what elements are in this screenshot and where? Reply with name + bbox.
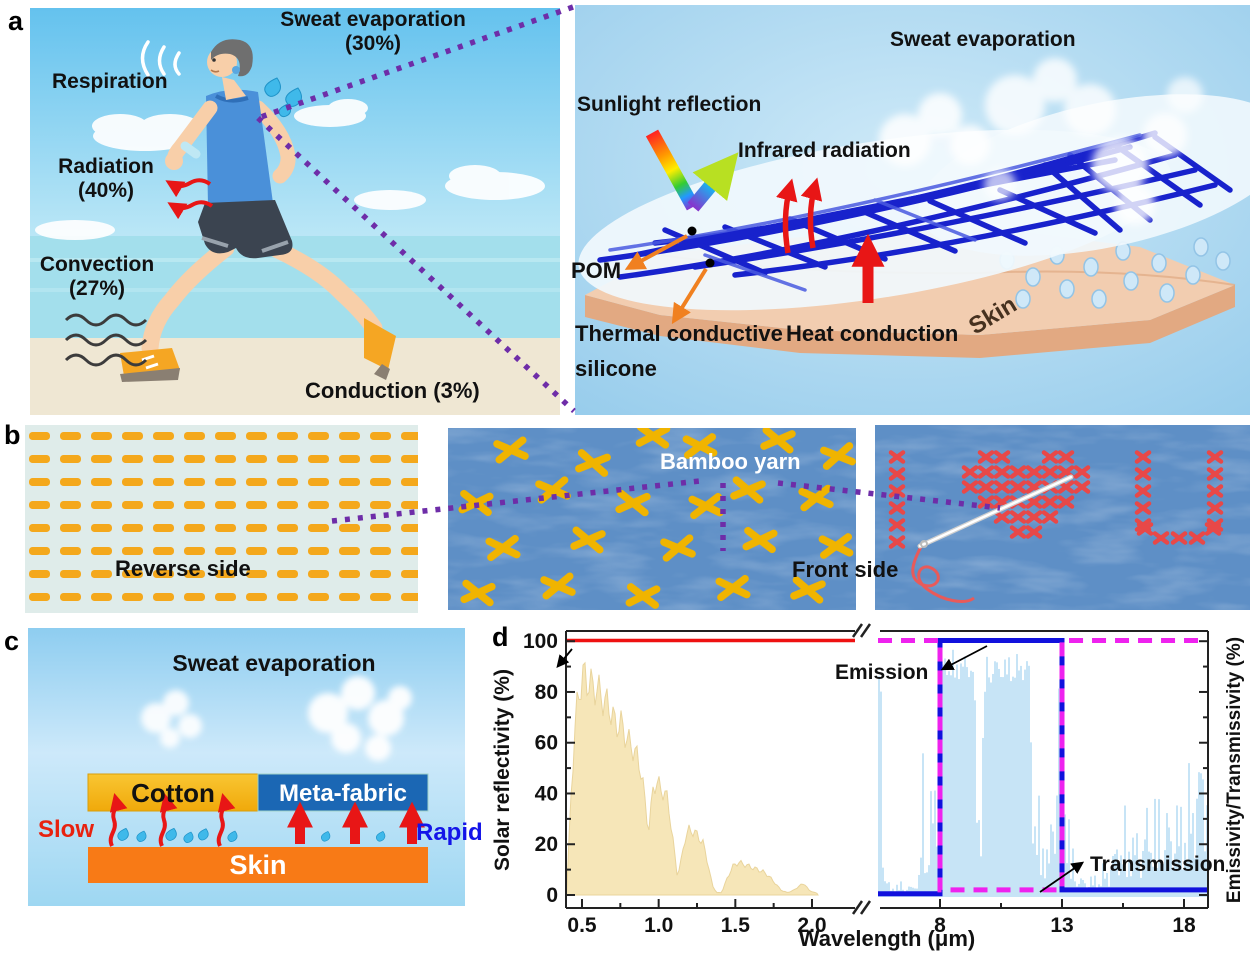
label-radiation: Radiation (40%) [58, 155, 154, 203]
panel-a-right-illustration: Skin [575, 5, 1250, 415]
label-meta-fabric: Meta-fabric [279, 780, 407, 807]
fiber-mesh [597, 130, 1233, 280]
label-thermal-silicone: Thermal conductive silicone [575, 321, 783, 382]
label-pom: POM [571, 258, 622, 283]
panel-c-illustration: Cotton Meta-fabric Skin [28, 628, 465, 906]
panel-letter-d: d [492, 622, 509, 652]
panel-letter-b: b [4, 420, 21, 450]
svg-text:18: 18 [1172, 914, 1196, 937]
svg-text:2.0: 2.0 [797, 914, 826, 937]
infrared-arrows-icon [776, 177, 823, 254]
stitch-dash-pattern [25, 425, 418, 613]
label-front-side: Front side [792, 557, 899, 582]
svg-text:Wavelength (μm): Wavelength (μm) [799, 926, 975, 951]
heart-motif-stitches [888, 450, 1224, 549]
convection-waves-icon [64, 313, 148, 367]
svg-text:1.5: 1.5 [721, 914, 751, 937]
svg-text:60: 60 [535, 732, 558, 755]
label-cotton: Cotton [131, 778, 215, 808]
radiation-arrows-icon [165, 178, 214, 220]
fabric-embroidered [875, 425, 1250, 610]
rapid-arrows-icon [287, 801, 425, 844]
label-conduction: Conduction (3%) [305, 378, 480, 403]
label-emission: Emission [835, 661, 928, 684]
label-heat-conduction: Heat conduction [786, 321, 959, 346]
svg-text:20: 20 [535, 833, 558, 856]
svg-text:1.0: 1.0 [644, 914, 673, 937]
label-reverse-side: Reverse side [115, 556, 251, 581]
slow-arrows-icon [108, 793, 236, 847]
vapor-puff-small [141, 690, 202, 748]
skin-box [88, 847, 428, 883]
label-sweat-evaporation-c: Sweat evaporation [172, 650, 376, 676]
label-rapid: Rapid [416, 819, 483, 846]
material-callouts [624, 226, 715, 325]
breath-arcs-icon [140, 40, 181, 77]
spectral-chart: 0 20 40 60 80 100 0.5 1.0 1.5 2.0 8 13 18 Wavelength … [491, 623, 1245, 951]
svg-text:0.5: 0.5 [567, 914, 597, 937]
svg-text:8: 8 [934, 914, 946, 937]
label-sweat-evaporation-a: Sweat evaporation (30%) [280, 8, 466, 56]
vapor-puff-large [308, 676, 412, 761]
svg-text:0: 0 [546, 884, 558, 907]
svg-text:13: 13 [1050, 914, 1073, 937]
label-bamboo-yarn: Bamboo yarn [660, 449, 801, 474]
vapor-puffs [879, 58, 1203, 225]
panel-letter-c: c [4, 626, 20, 656]
beach-sand [30, 338, 560, 415]
svg-text:40: 40 [535, 782, 558, 805]
label-skin-box: Skin [229, 850, 286, 880]
fabric-reverse-side [25, 425, 418, 613]
label-convection: Convection (27%) [39, 253, 155, 301]
label-sweat-evaporation-right: Sweat evaporation [890, 28, 1076, 51]
label-sunlight-reflection: Sunlight reflection [577, 93, 762, 116]
label-slow: Slow [38, 816, 95, 843]
svg-text:Solar reflectivity (%): Solar reflectivity (%) [491, 669, 514, 871]
label-respiration: Respiration [52, 70, 168, 93]
panel-letter-a: a [8, 6, 24, 36]
label-infrared-radiation: Infrared radiation [738, 139, 911, 162]
svg-text:100: 100 [523, 630, 558, 653]
sunlight-reflection-arrow-icon [645, 129, 739, 212]
svg-text:80: 80 [535, 681, 558, 704]
needle-and-thread-icon [911, 474, 1074, 603]
label-transmission: Transmission [1090, 853, 1225, 876]
svg-text:Emissivity/Transmissivity (%): Emissivity/Transmissivity (%) [1224, 637, 1245, 903]
